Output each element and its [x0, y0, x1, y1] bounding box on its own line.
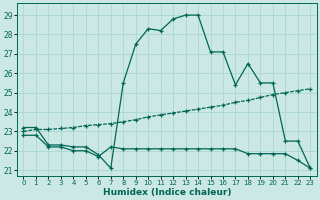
X-axis label: Humidex (Indice chaleur): Humidex (Indice chaleur) — [103, 188, 231, 197]
